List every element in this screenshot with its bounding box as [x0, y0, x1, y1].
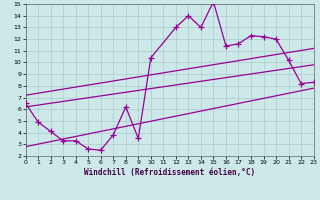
X-axis label: Windchill (Refroidissement éolien,°C): Windchill (Refroidissement éolien,°C) — [84, 168, 255, 177]
